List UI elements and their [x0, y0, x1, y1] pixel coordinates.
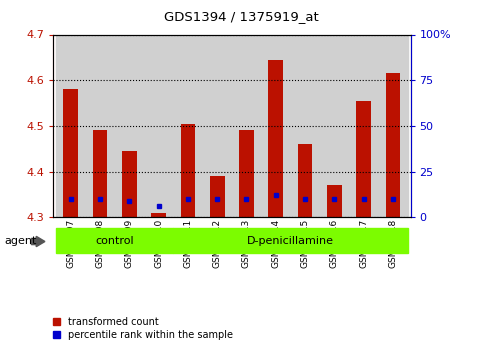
Bar: [239, 130, 254, 217]
Bar: [151, 213, 166, 217]
Bar: [356, 101, 371, 217]
Bar: [385, 73, 400, 217]
Bar: [320, 34, 349, 217]
Bar: [181, 124, 195, 217]
Bar: [114, 34, 144, 217]
Bar: [202, 34, 232, 217]
Bar: [349, 34, 378, 217]
Bar: [327, 185, 341, 217]
Bar: [144, 34, 173, 217]
Text: GDS1394 / 1375919_at: GDS1394 / 1375919_at: [164, 10, 319, 23]
Text: control: control: [95, 236, 134, 246]
Bar: [298, 144, 313, 217]
Bar: [269, 60, 283, 217]
Bar: [122, 151, 137, 217]
Bar: [56, 34, 85, 217]
Bar: [173, 34, 202, 217]
Legend: transformed count, percentile rank within the sample: transformed count, percentile rank withi…: [53, 317, 233, 340]
Bar: [56, 228, 173, 253]
Bar: [93, 130, 107, 217]
Bar: [173, 228, 408, 253]
Text: agent: agent: [5, 237, 37, 246]
Bar: [63, 89, 78, 217]
Text: D-penicillamine: D-penicillamine: [247, 236, 334, 246]
Bar: [210, 176, 225, 217]
Bar: [378, 34, 408, 217]
Bar: [85, 34, 114, 217]
Bar: [261, 34, 290, 217]
Bar: [232, 34, 261, 217]
Bar: [290, 34, 320, 217]
